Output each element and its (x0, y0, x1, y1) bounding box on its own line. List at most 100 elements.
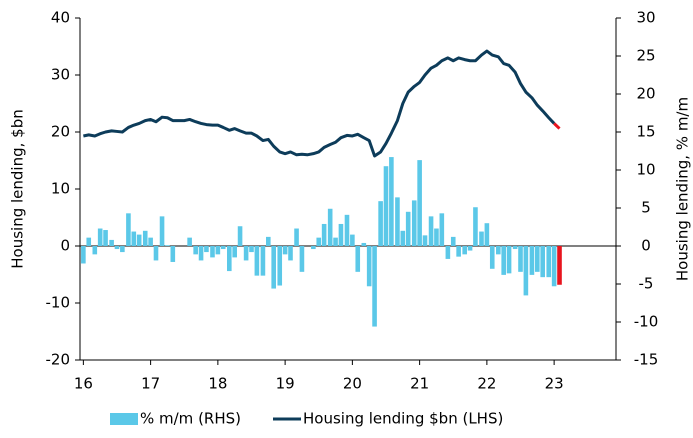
bar (405, 211, 411, 246)
y2-tick-label: -15 (634, 351, 659, 369)
legend-label: % m/m (RHS) (140, 410, 241, 428)
x-tick-label: 16 (74, 375, 93, 393)
y2-tick-label: 25 (636, 47, 655, 65)
y2-axis-label: Housing lending, % m/m (674, 97, 692, 281)
bar (489, 246, 495, 269)
bar (220, 246, 226, 250)
bar (350, 234, 355, 246)
x-tick-label: 19 (276, 375, 295, 393)
bar (232, 246, 237, 258)
bar (282, 246, 288, 255)
bar (288, 246, 293, 261)
y-tick-label: -10 (46, 294, 71, 312)
y2-tick-label: 15 (636, 123, 655, 141)
y-tick-label: 10 (51, 180, 70, 198)
bar (479, 231, 484, 246)
y2-tick-label: -5 (639, 275, 654, 293)
y2-tick-label: 20 (636, 85, 655, 103)
bar (277, 246, 283, 286)
bar (114, 246, 120, 250)
bar (540, 246, 545, 278)
bar (254, 246, 260, 276)
bar (198, 246, 204, 261)
bar (389, 157, 394, 246)
bar (153, 246, 159, 261)
y2-tick-label: 5 (641, 199, 651, 217)
bar (97, 228, 103, 246)
bar (428, 216, 434, 246)
bar (299, 246, 305, 272)
y2-tick-label: 10 (636, 161, 655, 179)
y2-tick-label: 0 (641, 237, 651, 255)
bar (355, 246, 361, 272)
x-tick-label: 18 (208, 375, 227, 393)
bar (243, 246, 249, 261)
bar (321, 223, 327, 246)
bar (462, 246, 467, 255)
bar (249, 246, 254, 253)
bar (187, 237, 192, 246)
bar (445, 246, 451, 259)
bar (159, 216, 165, 246)
x-tick-label: 20 (343, 375, 362, 393)
bar (103, 230, 108, 246)
legend-swatch (110, 413, 138, 425)
bar (512, 246, 518, 250)
bar (473, 207, 478, 246)
bar (271, 246, 276, 289)
x-tick-label: 22 (477, 375, 496, 393)
x-tick-label: 17 (141, 375, 160, 393)
bar (109, 239, 114, 246)
line (83, 49, 556, 158)
bar (372, 246, 377, 327)
bar (237, 226, 243, 246)
y2-tick-label: 30 (636, 9, 655, 27)
y-tick-label: 40 (51, 9, 70, 27)
bar (450, 236, 456, 246)
bar (142, 230, 148, 246)
bar (266, 236, 271, 246)
bar (333, 237, 338, 246)
bar (557, 246, 562, 285)
line-end (553, 122, 561, 130)
x-tick-label: 21 (410, 375, 429, 393)
y-axis-label: Housing lending, $bn (9, 109, 27, 268)
bar (204, 246, 209, 253)
bar (506, 246, 512, 274)
bar (496, 246, 501, 255)
bar (439, 213, 445, 246)
bar (81, 246, 86, 264)
bar (210, 246, 215, 258)
bar (327, 208, 333, 246)
bar (215, 246, 221, 255)
bar (338, 223, 344, 246)
bar (456, 246, 461, 257)
bar (546, 246, 552, 278)
bar (294, 228, 299, 246)
y-tick-label: 20 (51, 123, 70, 141)
bar (316, 237, 322, 246)
bar (311, 246, 316, 250)
bar (136, 234, 142, 246)
legend-label: Housing lending $bn (LHS) (303, 410, 503, 428)
bar (434, 228, 439, 246)
x-tick-label: 23 (545, 375, 564, 393)
bar (148, 237, 153, 246)
bar (417, 160, 422, 246)
bar (523, 246, 529, 296)
bar (361, 242, 367, 246)
bar (170, 246, 176, 262)
bar (467, 246, 473, 251)
bar (400, 230, 406, 246)
y-tick-label: -20 (46, 351, 71, 369)
bar (378, 201, 383, 246)
bar (395, 197, 400, 246)
bar (484, 223, 490, 246)
bar (551, 246, 557, 287)
bar (226, 246, 232, 272)
bar (535, 246, 540, 272)
bar (501, 246, 506, 275)
y-tick-label: 0 (60, 237, 70, 255)
y-tick-label: 30 (51, 66, 70, 84)
